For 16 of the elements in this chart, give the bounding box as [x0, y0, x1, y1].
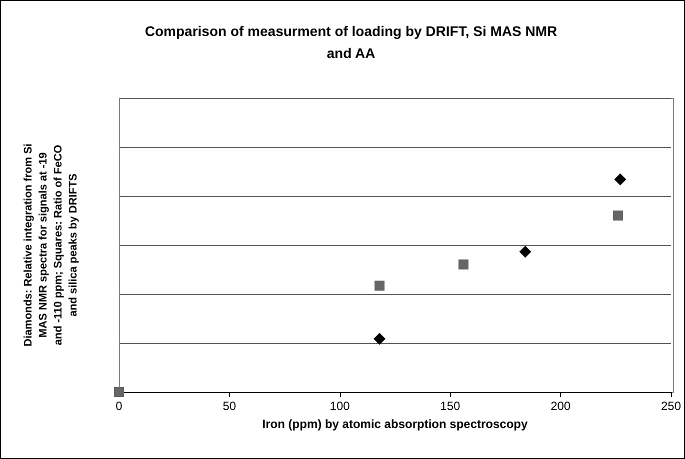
point — [519, 246, 532, 258]
point — [458, 259, 468, 270]
point — [374, 280, 385, 291]
point — [114, 387, 124, 397]
x-tick-label: 100 — [330, 399, 350, 413]
y-axis-title: Diamonds: Relative integration from Si MAS NMR spectra for signals at -19 and -110 ppm; Squares: Ratio of FeCO and silica peaks by DRIFTS — [22, 144, 80, 346]
chart-title: Comparison of measurment of loading by DRIFT, Si MAS NMR and AA — [144, 23, 558, 61]
x-axis-title: Iron (ppm) by atomic absorption spectroscopy — [262, 417, 528, 431]
point — [613, 210, 623, 221]
x-tick-label: 150 — [440, 399, 461, 413]
x-tick-label: 50 — [222, 399, 236, 413]
point — [614, 173, 626, 186]
x-tick-label: 0 — [116, 399, 123, 413]
x-tick-label: 200 — [550, 399, 571, 413]
point — [374, 332, 386, 345]
x-tick-label: 250 — [660, 399, 682, 413]
